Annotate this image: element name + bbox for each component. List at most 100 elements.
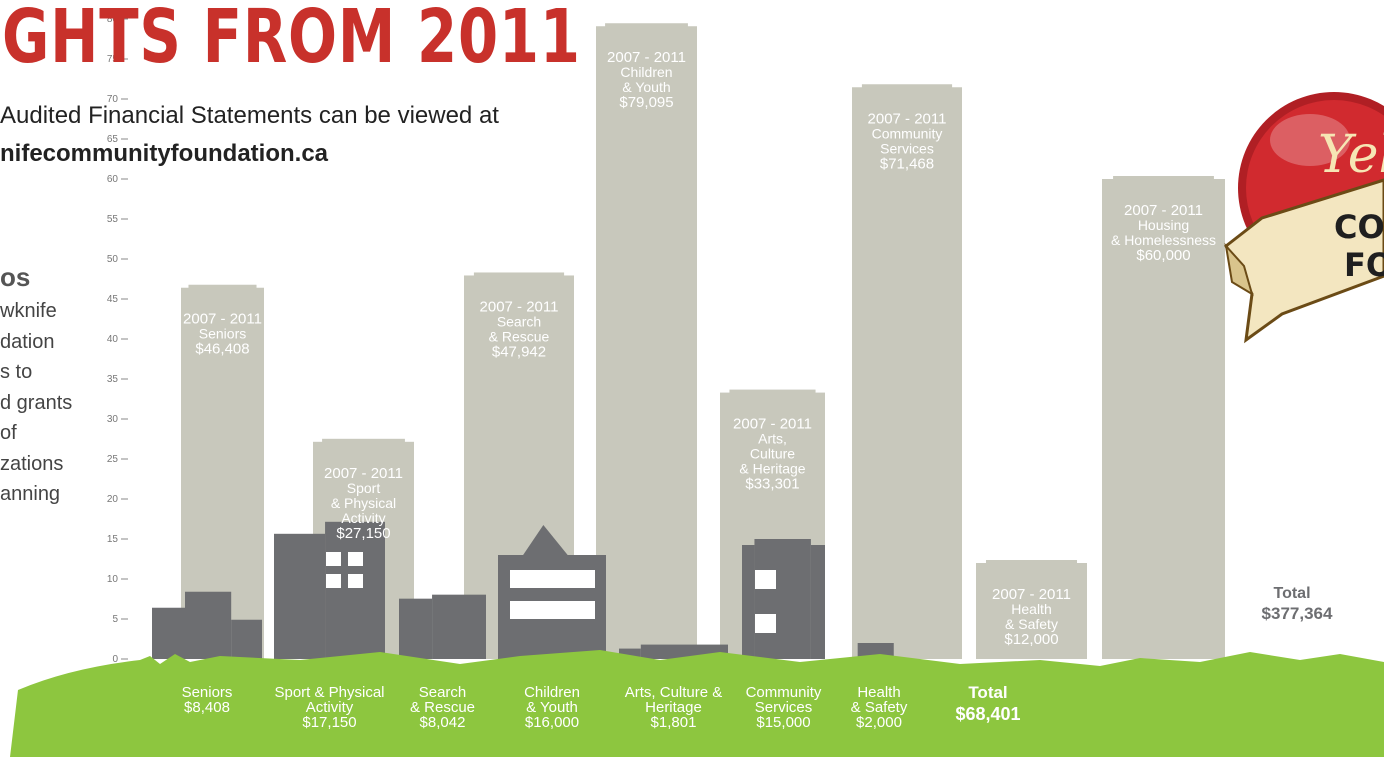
annual-label-amount: $16,000	[525, 714, 579, 731]
cumulative-label-amount: $79,095	[619, 94, 673, 111]
building-block	[274, 533, 326, 659]
logo-banner-text: CO	[1334, 208, 1384, 246]
grass-ground	[10, 650, 1384, 757]
y-tick-label: 5	[112, 614, 118, 625]
cumulative-bar	[596, 26, 697, 660]
total-cumulative: Total $377,364	[1262, 585, 1333, 623]
building-block	[399, 598, 433, 659]
cumulative-label-category: & Homelessness	[1111, 232, 1216, 248]
cumulative-label-category: & Safety	[1005, 616, 1058, 632]
y-tick-label: 65	[107, 134, 119, 145]
annual-building-2	[274, 521, 385, 659]
cumulative-label-amount: $46,408	[195, 341, 249, 358]
cumulative-label-category: & Rescue	[489, 328, 550, 344]
cumulative-label-category: Housing	[1138, 217, 1189, 233]
cumulative-label-category: Community	[872, 125, 943, 141]
cumulative-bar-7	[976, 560, 1087, 659]
cumulative-label-period: 2007 - 2011	[733, 416, 812, 433]
total-cumulative-label: Total	[1273, 585, 1310, 602]
page-title: GHTS FROM 2011	[2, 0, 581, 80]
side-heading: os	[0, 262, 31, 292]
annual-label-category: Children	[524, 684, 580, 701]
cumulative-label-category: Seniors	[199, 326, 246, 342]
side-line: wknife	[0, 300, 57, 322]
annual-label-category: Community	[746, 684, 822, 701]
y-tick-label: 25	[107, 454, 119, 465]
total-annual-label: Total	[968, 683, 1007, 702]
annual-building-1	[152, 591, 262, 659]
foundation-logo-badge: Yel CO FO	[1224, 92, 1384, 344]
cumulative-label-period: 2007 - 2011	[183, 311, 262, 328]
building-window	[348, 552, 363, 566]
cumulative-bar-4	[596, 23, 697, 660]
annual-label-category: Services	[755, 699, 813, 716]
y-tick-label: 20	[107, 494, 119, 505]
annual-buildings	[152, 521, 894, 659]
building-window	[326, 552, 341, 566]
y-tick-label: 30	[107, 414, 119, 425]
total-annual-amount: $68,401	[955, 704, 1020, 724]
cumulative-label-category: & Heritage	[739, 461, 805, 477]
logo-script-text: Yel	[1318, 125, 1384, 185]
annual-label-category: Health	[857, 684, 900, 701]
annual-label-amount: $1,801	[651, 714, 697, 731]
building-ledge	[742, 545, 755, 659]
annual-building-4	[498, 525, 606, 659]
building-block	[619, 648, 641, 659]
building-window	[348, 574, 363, 588]
building-stripe	[510, 601, 595, 619]
y-tick-label: 0	[112, 654, 118, 665]
cumulative-bar	[1102, 179, 1225, 659]
side-line: anning	[0, 483, 61, 505]
y-tick-label: 40	[107, 334, 119, 345]
logo-banner-text: FO	[1344, 246, 1384, 284]
side-line: dation	[0, 330, 55, 353]
cumulative-label-category: & Youth	[622, 79, 670, 95]
cumulative-label-amount: $60,000	[1136, 247, 1190, 264]
side-line: d grants	[0, 391, 73, 414]
cumulative-label-amount: $27,150	[336, 525, 390, 542]
cumulative-label-period: 2007 - 2011	[992, 586, 1071, 603]
cumulative-label-category: Health	[1011, 601, 1051, 617]
y-tick-label: 80	[107, 14, 119, 25]
building-tower	[754, 539, 811, 659]
cumulative-label-period: 2007 - 2011	[1124, 202, 1203, 219]
y-axis-ticks: 0 5 10 15 20 25 30 35 40 45 50 55 60 65 70 75 80	[107, 14, 128, 665]
side-line: s to	[0, 361, 33, 383]
cumulative-bar	[852, 87, 962, 660]
annual-label-category: & Safety	[851, 699, 908, 716]
building-window	[755, 570, 776, 589]
logo-shine	[1270, 114, 1350, 166]
y-tick-label: 60	[107, 174, 119, 185]
logo-banner	[1224, 178, 1384, 344]
annual-label-category: Heritage	[645, 699, 702, 716]
cumulative-label-category: Culture	[750, 446, 795, 462]
cumulative-label-category: Children	[620, 64, 672, 80]
cumulative-label-category: Activity	[341, 510, 385, 526]
cumulative-label-amount: $47,942	[492, 343, 546, 360]
statement-url[interactable]: nifecommunityfoundation.ca	[0, 140, 329, 167]
annual-labels: Seniors$8,408 Sport & PhysicalActivity$17…	[182, 684, 908, 731]
cumulative-label-category: Services	[880, 140, 934, 156]
cumulative-label-amount: $12,000	[1004, 631, 1058, 648]
annual-label-amount: $8,408	[184, 699, 230, 716]
y-tick-label: 55	[107, 214, 119, 225]
y-tick-label: 70	[107, 94, 119, 105]
building-block	[432, 594, 486, 659]
building-window	[755, 614, 776, 633]
total-cumulative-amount: $377,364	[1262, 604, 1333, 623]
statement-text: Audited Financial Statements can be view…	[0, 102, 499, 129]
cumulative-bar-8	[1102, 176, 1225, 659]
cumulative-label-amount: $33,301	[745, 476, 799, 493]
y-tick-label: 50	[107, 254, 119, 265]
annual-label-category: & Youth	[526, 699, 578, 716]
cumulative-label-amount: $71,468	[880, 155, 934, 172]
side-line: zations	[0, 452, 64, 475]
annual-label-category: Activity	[306, 699, 354, 716]
cumulative-bar	[976, 563, 1087, 659]
annual-label-category: Arts, Culture &	[625, 684, 723, 701]
cumulative-label-period: 2007 - 2011	[868, 110, 947, 127]
annual-label-category: Sport & Physical	[274, 684, 384, 701]
